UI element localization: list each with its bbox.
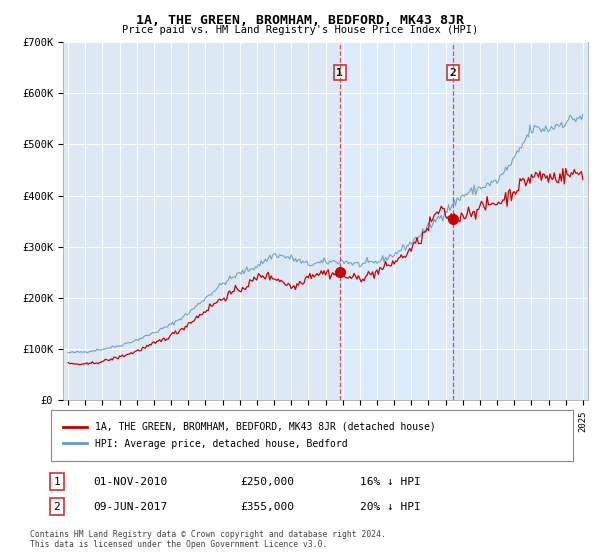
Text: This data is licensed under the Open Government Licence v3.0.: This data is licensed under the Open Gov… [30, 540, 328, 549]
FancyBboxPatch shape [50, 410, 574, 461]
Text: 2: 2 [450, 68, 457, 78]
Text: Contains HM Land Registry data © Crown copyright and database right 2024.: Contains HM Land Registry data © Crown c… [30, 530, 386, 539]
Bar [340, 42, 453, 400]
Text: 1A, THE GREEN, BROMHAM, BEDFORD, MK43 8JR: 1A, THE GREEN, BROMHAM, BEDFORD, MK43 8J… [136, 14, 464, 27]
Text: 20% ↓ HPI: 20% ↓ HPI [360, 502, 421, 512]
Text: £355,000: £355,000 [240, 502, 294, 512]
Text: 1: 1 [337, 68, 343, 78]
Text: 16% ↓ HPI: 16% ↓ HPI [360, 477, 421, 487]
Text: 01-NOV-2010: 01-NOV-2010 [93, 477, 167, 487]
Text: 1: 1 [53, 477, 61, 487]
Text: 09-JUN-2017: 09-JUN-2017 [93, 502, 167, 512]
Text: 2: 2 [53, 502, 61, 512]
Legend: 1A, THE GREEN, BROMHAM, BEDFORD, MK43 8JR (detached house), HPI: Average price, : 1A, THE GREEN, BROMHAM, BEDFORD, MK43 8J… [58, 417, 440, 454]
Text: Price paid vs. HM Land Registry's House Price Index (HPI): Price paid vs. HM Land Registry's House … [122, 25, 478, 35]
Text: £250,000: £250,000 [240, 477, 294, 487]
